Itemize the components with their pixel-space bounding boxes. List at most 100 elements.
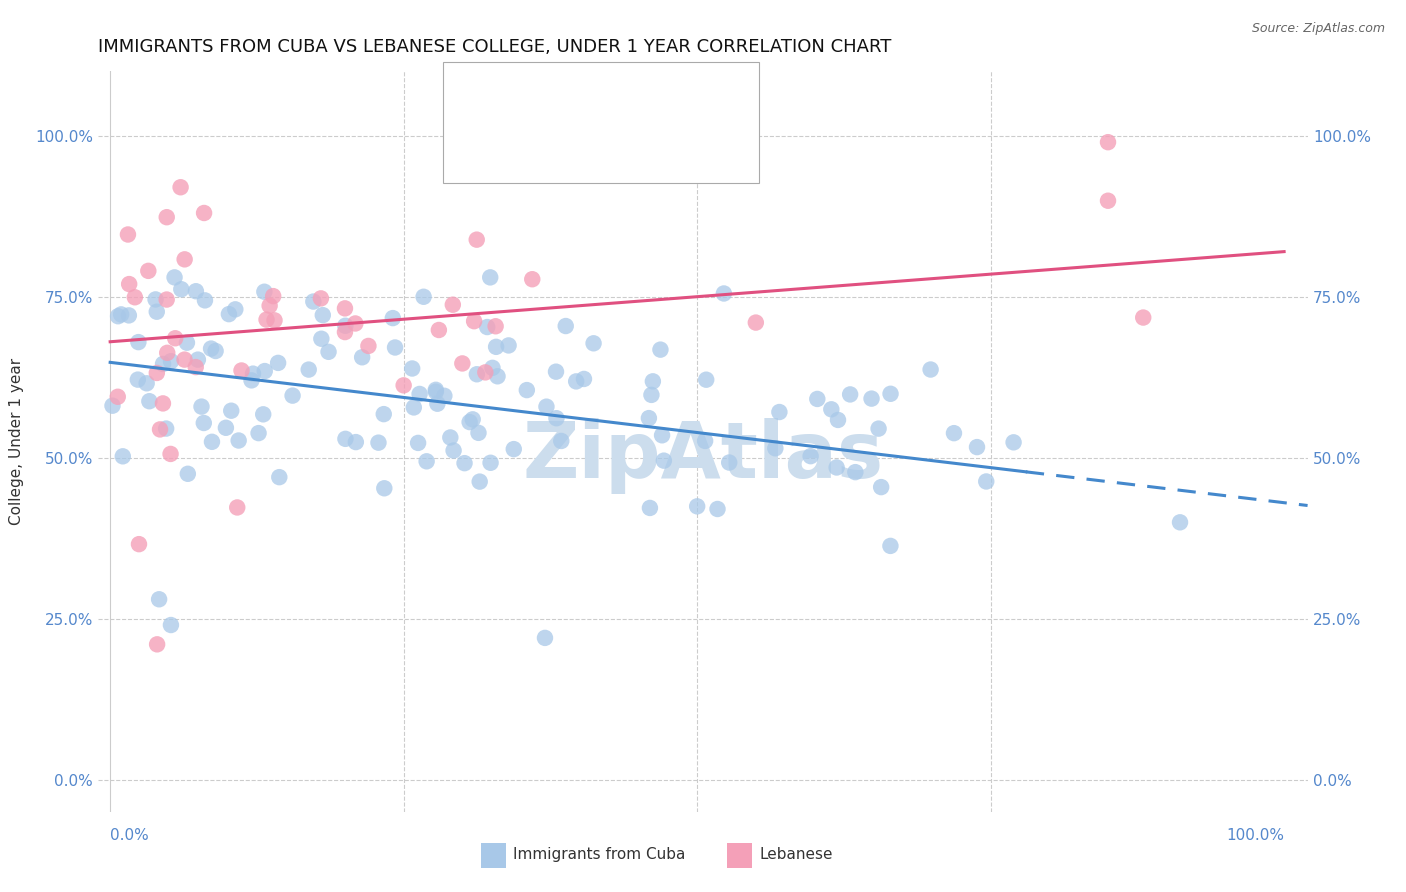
Point (176, 335, 198, 350)
Point (718, 456, 741, 470)
Text: 125: 125 (692, 87, 730, 105)
Point (650, 343, 672, 357)
Point (565, 375, 588, 389)
Point (152, 357, 174, 371)
Point (169, 180, 191, 194)
Point (228, 434, 250, 448)
Point (433, 389, 456, 403)
Point (298, 362, 321, 376)
Text: N =: N = (647, 144, 681, 161)
Point (247, 426, 270, 441)
Point (827, 413, 849, 427)
Point (546, 411, 568, 425)
Point (242, 367, 264, 381)
Point (156, 210, 179, 224)
Point (226, 500, 249, 515)
Point (1002, 435, 1025, 450)
Point (118, 309, 141, 323)
Point (128, 537, 150, 551)
Point (534, 631, 557, 645)
Point (465, 368, 488, 382)
Point (373, 407, 395, 421)
Point (146, 637, 169, 651)
Point (839, 387, 862, 401)
Point (474, 365, 496, 379)
Point (163, 270, 186, 285)
Point (101, 399, 124, 413)
Point (502, 442, 524, 456)
Point (170, 282, 193, 296)
Point (443, 443, 465, 458)
Point (441, 298, 464, 312)
Point (367, 435, 389, 450)
Point (651, 428, 673, 442)
Point (381, 311, 404, 326)
Point (479, 456, 502, 470)
Point (453, 456, 475, 470)
Point (768, 405, 790, 419)
Text: Lebanese: Lebanese (759, 847, 832, 862)
Point (259, 299, 281, 313)
Point (373, 481, 395, 495)
Point (173, 352, 195, 367)
Point (384, 341, 406, 355)
Point (1097, 135, 1119, 149)
Point (412, 290, 434, 304)
Point (335, 318, 357, 333)
Text: R =: R = (495, 144, 529, 161)
Point (522, 272, 544, 286)
Point (415, 454, 437, 468)
Text: Immigrants from Cuba: Immigrants from Cuba (513, 847, 686, 862)
Point (706, 502, 728, 516)
Point (554, 319, 576, 334)
Point (215, 421, 238, 435)
Point (425, 384, 447, 399)
Point (269, 470, 291, 484)
Point (879, 539, 901, 553)
Point (149, 422, 172, 436)
Point (173, 252, 195, 267)
Point (107, 310, 129, 324)
Point (402, 401, 425, 415)
Point (193, 416, 215, 430)
Point (844, 465, 866, 479)
Text: R =: R = (495, 87, 529, 105)
Point (110, 307, 132, 321)
Point (485, 319, 508, 334)
Point (800, 449, 823, 463)
Point (461, 412, 484, 426)
Text: 0.0%: 0.0% (110, 828, 149, 843)
Point (201, 434, 224, 449)
Point (481, 360, 503, 375)
Point (200, 342, 222, 356)
Point (352, 351, 374, 365)
Point (463, 314, 485, 328)
Point (1097, 194, 1119, 208)
Point (451, 356, 474, 370)
Point (870, 480, 893, 494)
Point (401, 361, 423, 376)
Point (486, 369, 509, 384)
Point (160, 618, 183, 632)
Text: 0.120: 0.120 (562, 144, 619, 161)
Point (572, 372, 595, 386)
Point (516, 383, 538, 397)
Point (879, 386, 901, 401)
Point (468, 475, 491, 489)
Point (156, 346, 179, 360)
Point (406, 436, 429, 450)
Point (136, 264, 159, 278)
Point (477, 320, 499, 334)
Text: 44: 44 (692, 144, 717, 161)
Point (135, 376, 157, 391)
Point (165, 331, 187, 345)
Point (253, 364, 276, 378)
Point (231, 363, 253, 377)
Point (219, 403, 242, 417)
Point (253, 285, 276, 299)
Point (187, 352, 209, 367)
Point (107, 390, 129, 404)
Point (240, 373, 263, 387)
Point (638, 500, 661, 515)
Point (652, 453, 675, 467)
